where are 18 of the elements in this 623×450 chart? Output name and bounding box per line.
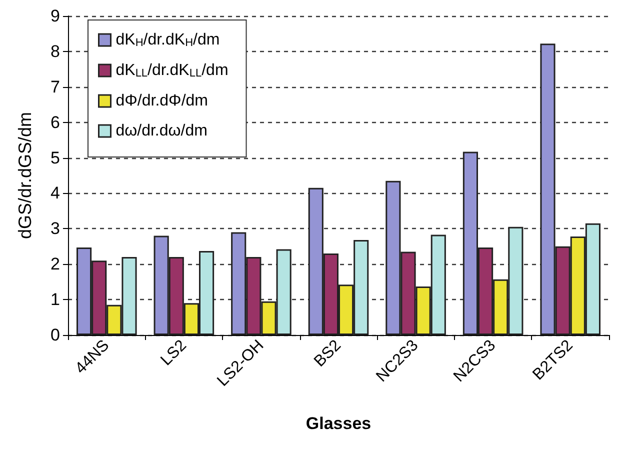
x-tick-label: BS2 — [311, 336, 345, 370]
y-tick-label: 0 — [50, 326, 60, 344]
y-tick-label: 1 — [50, 290, 60, 310]
y-tick-label: 6 — [50, 112, 60, 132]
legend-label: dω/dr.dω/dm — [116, 122, 208, 140]
y-tick-label: 9 — [50, 6, 60, 26]
y-axis-title: dGS/dr.dGS/dm — [15, 112, 35, 240]
y-tick-label: 7 — [50, 77, 60, 96]
y-tick-label: 4 — [50, 184, 60, 203]
y-tick-label: 5 — [50, 148, 60, 168]
legend-label: dKH/dr.dKH/dm — [116, 32, 220, 49]
y-tick-label: 2 — [50, 254, 60, 274]
x-tick-label: LS2 — [158, 336, 190, 370]
x-axis-title: Glasses — [306, 414, 372, 433]
legend-label: dΦ/dr.dΦ/dm — [116, 92, 208, 110]
y-tick-label: 3 — [50, 219, 60, 238]
legend-label: dKLL/dr.dKLL/dm — [116, 62, 228, 80]
y-tick-label: 8 — [50, 42, 60, 61]
